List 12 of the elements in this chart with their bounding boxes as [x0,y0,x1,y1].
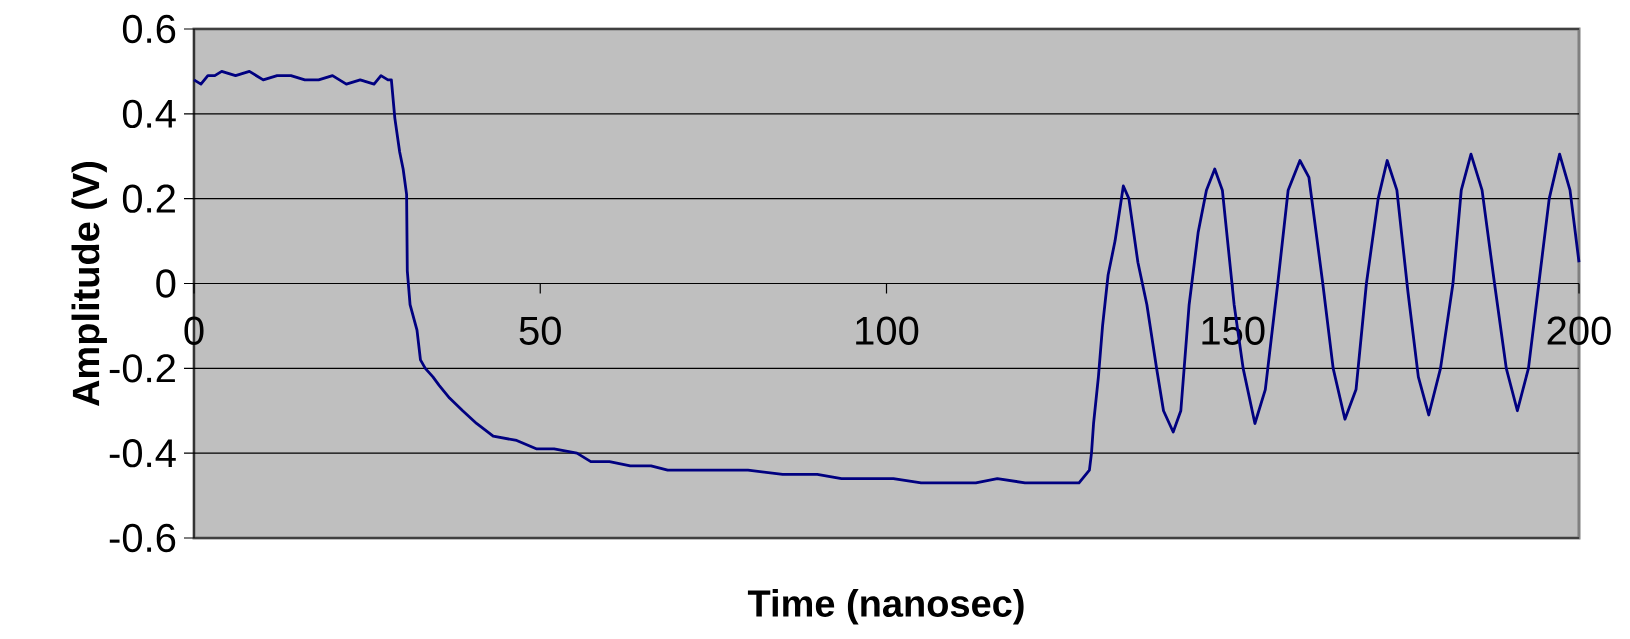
y-tick-label: -0.2 [109,354,175,383]
x-axis-title: Time (nanosec) [747,589,1024,625]
x-tick-label: 100 [856,316,919,345]
y-tick-label: 0.2 [122,184,175,213]
y-tick-label: 0 [156,269,176,298]
y-tick-label: 0.4 [122,99,176,128]
x-tick-label: 50 [519,316,561,345]
x-tick-label: 200 [1547,316,1611,345]
y-tick-label: -0.4 [109,439,176,468]
y-tick-label: 0.6 [122,14,176,44]
y-axis-title: Amplitude (V) [71,161,107,407]
y-tick-label: -0.6 [109,523,176,553]
